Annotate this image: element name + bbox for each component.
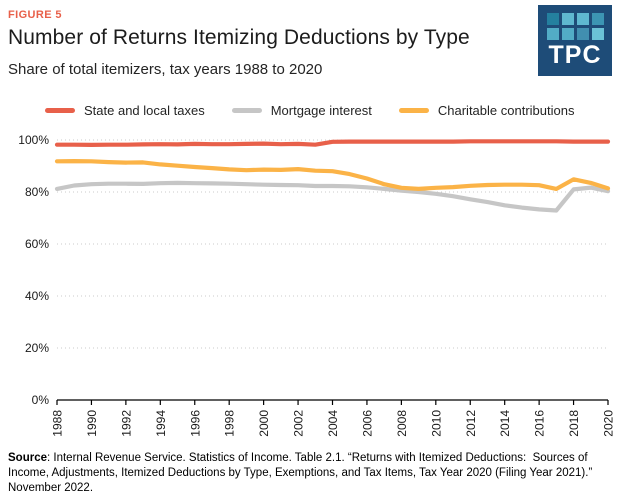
x-tick-label: 2018 xyxy=(567,410,581,437)
legend-item-state-and-local-taxes: State and local taxes xyxy=(45,103,205,118)
logo-square-icon xyxy=(576,28,589,40)
y-tick-label: 100% xyxy=(18,133,49,147)
chart-legend: State and local taxes Mortgage interest … xyxy=(45,103,574,118)
legend-swatch-red-icon xyxy=(45,108,75,113)
x-tick-label: 1998 xyxy=(223,410,237,437)
logo-square-icon xyxy=(546,28,559,40)
legend-label: State and local taxes xyxy=(84,103,205,118)
legend-swatch-gray-icon xyxy=(231,108,262,113)
source-text: : Internal Revenue Service. Statistics o… xyxy=(8,452,596,495)
y-tick-label: 60% xyxy=(25,237,49,251)
legend-label: Mortgage interest xyxy=(270,103,372,118)
x-tick-label: 2008 xyxy=(395,410,409,437)
legend-swatch-yellow-icon xyxy=(398,108,429,113)
source-label: Source xyxy=(8,452,47,464)
page-subtitle: Share of total itemizers, tax years 1988… xyxy=(8,61,323,78)
x-tick-label: 1988 xyxy=(51,410,65,437)
series-line-charitable-contributions xyxy=(54,159,611,192)
x-tick-label: 2002 xyxy=(292,410,306,437)
y-tick-label: 80% xyxy=(25,185,49,199)
x-tick-label: 2014 xyxy=(498,410,512,437)
x-tick-label: 2004 xyxy=(326,410,340,437)
logo-square-icon xyxy=(546,13,559,25)
line-chart: 1988 1990 1992 1994 1996 1998 2000 2002 2004 2006… xyxy=(18,133,616,437)
tpc-logo-text: TPC xyxy=(548,41,602,69)
series-line-state-and-local-taxes xyxy=(54,139,611,147)
y-tick-label: 0% xyxy=(32,393,50,407)
x-tick-label: 2012 xyxy=(464,410,478,437)
y-tick-label: 20% xyxy=(25,341,49,355)
x-tick-label: 2010 xyxy=(429,410,443,437)
x-tick-label: 1990 xyxy=(85,410,99,437)
logo-square-icon xyxy=(561,28,574,40)
x-tick-label: 1992 xyxy=(119,410,133,437)
x-tick-label: 1996 xyxy=(188,410,202,437)
series-line-mortgage-interest xyxy=(54,180,611,213)
x-tick-label: 2006 xyxy=(360,410,374,437)
x-tick-label: 2016 xyxy=(533,410,547,437)
x-tick-label: 2000 xyxy=(257,410,271,437)
logo-square-icon xyxy=(576,13,589,25)
x-tick-label: 1994 xyxy=(154,410,168,437)
page-title: Number of Returns Itemizing Deductions b… xyxy=(8,26,470,49)
figure-label: FIGURE 5 xyxy=(8,9,62,21)
legend-label: Charitable contributions xyxy=(437,103,575,118)
tpc-logo: TPC xyxy=(538,5,612,76)
y-tick-label: 40% xyxy=(25,289,49,303)
logo-square-icon xyxy=(591,13,604,25)
logo-square-icon xyxy=(591,28,604,40)
x-tick-label: 2020 xyxy=(602,410,616,437)
legend-item-mortgage-interest: Mortgage interest xyxy=(231,103,372,118)
tpc-logo-squares-icon xyxy=(546,13,604,40)
logo-square-icon xyxy=(561,13,574,25)
legend-item-charitable-contributions: Charitable contributions xyxy=(398,103,575,118)
source-note: Source: Internal Revenue Service. Statis… xyxy=(8,451,620,497)
